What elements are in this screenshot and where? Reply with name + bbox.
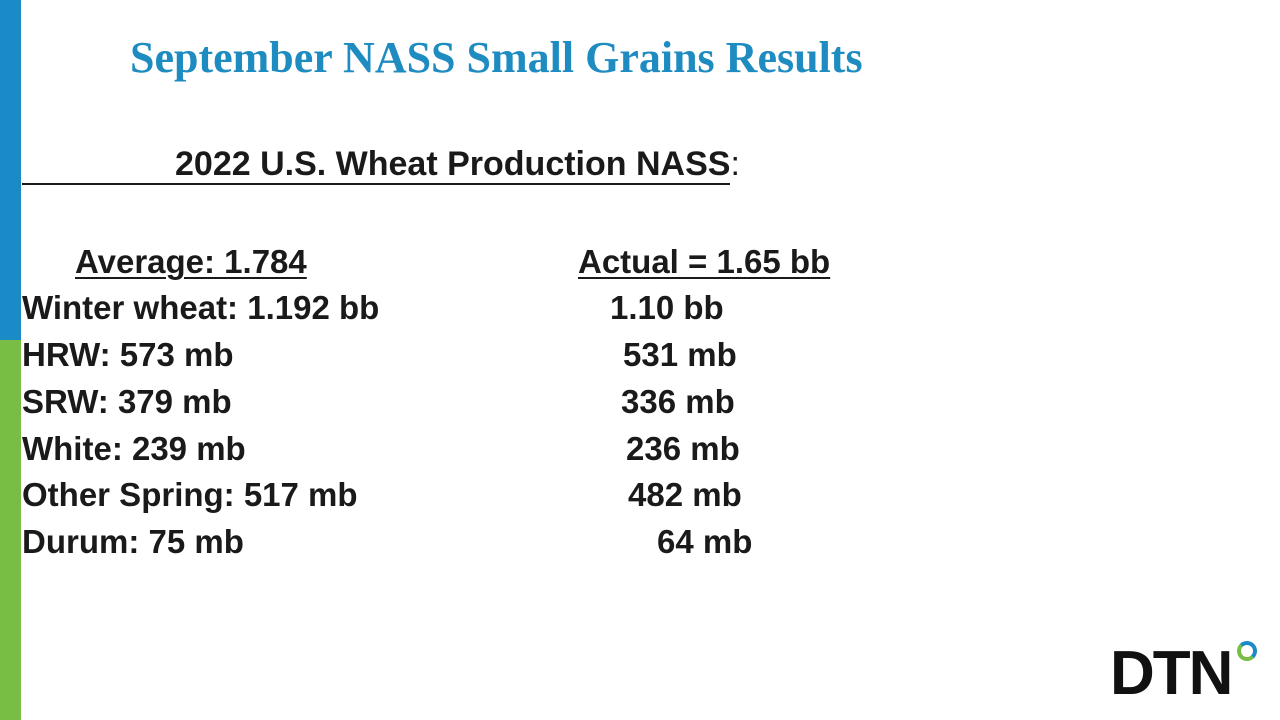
accent-bar	[0, 0, 21, 340]
slide-title: September NASS Small Grains Results	[130, 33, 863, 82]
row-value: 336 mb	[621, 383, 735, 420]
row-label: SRW: 379 mb	[22, 383, 232, 420]
logo-dot	[1237, 641, 1257, 661]
row-label: HRW: 573 mb	[22, 336, 234, 373]
column-header: Actual = 1.65 bb	[578, 243, 831, 280]
row-value: 236 mb	[626, 430, 740, 467]
row-label: Durum: 75 mb	[22, 523, 244, 560]
row-value: 64 mb	[657, 523, 753, 560]
row-label: Other Spring: 517 mb	[22, 476, 358, 513]
subtitle-suffix: :	[730, 145, 740, 183]
column-header: Average: 1.784	[75, 243, 307, 280]
subtitle: 2022 U.S. Wheat Production NASS:	[22, 145, 740, 185]
accent-bar	[0, 340, 21, 720]
logo: DTN	[1110, 639, 1233, 708]
subtitle-text: 2022 U.S. Wheat Production NASS	[22, 145, 731, 185]
row-value: 531 mb	[623, 336, 737, 373]
row-value: 482 mb	[628, 476, 742, 513]
row-value: 1.10 bb	[610, 289, 724, 326]
row-label: Winter wheat: 1.192 bb	[22, 289, 380, 326]
row-label: White: 239 mb	[22, 430, 246, 467]
